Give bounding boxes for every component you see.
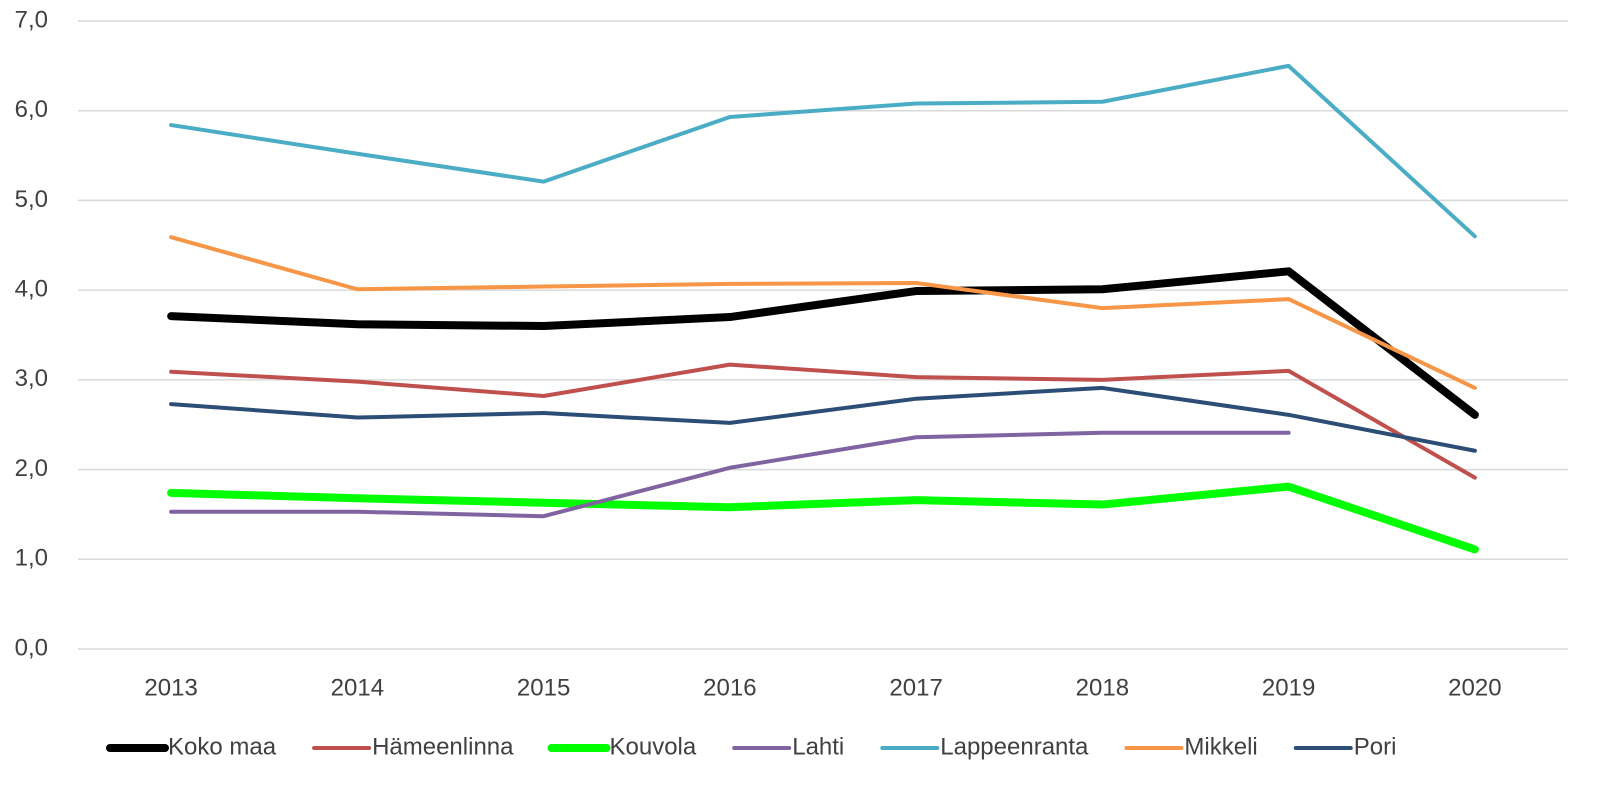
x-tick-label: 2016 xyxy=(703,674,756,701)
series-line xyxy=(167,267,1479,419)
series-line xyxy=(169,385,1477,453)
x-tick-label: 2017 xyxy=(889,674,942,701)
series-line xyxy=(167,482,1479,554)
x-tick-label: 2019 xyxy=(1262,674,1315,701)
legend-label: Lahti xyxy=(792,733,844,760)
legend-label: Hämeenlinna xyxy=(372,733,514,760)
series-line xyxy=(169,235,1477,390)
legend-label: Kouvola xyxy=(609,733,696,760)
y-tick-label: 4,0 xyxy=(15,275,48,302)
legend-label: Mikkeli xyxy=(1184,733,1257,760)
legend-label: Koko maa xyxy=(168,733,277,760)
x-tick-label: 2015 xyxy=(517,674,570,701)
y-tick-label: 6,0 xyxy=(15,96,48,123)
series-line xyxy=(169,430,1291,519)
y-tick-label: 3,0 xyxy=(15,365,48,392)
y-tick-label: 5,0 xyxy=(15,186,48,213)
x-tick-label: 2013 xyxy=(144,674,197,701)
y-tick-label: 7,0 xyxy=(15,6,48,33)
x-tick-label: 2018 xyxy=(1076,674,1129,701)
series-line xyxy=(169,362,1477,480)
x-tick-label: 2014 xyxy=(331,674,384,701)
series-line xyxy=(169,63,1477,239)
y-tick-label: 0,0 xyxy=(15,634,48,661)
x-tick-label: 2020 xyxy=(1448,674,1501,701)
legend-label: Lappeenranta xyxy=(940,733,1089,760)
y-tick-label: 2,0 xyxy=(15,455,48,482)
legend-label: Pori xyxy=(1354,733,1397,760)
y-tick-label: 1,0 xyxy=(15,545,48,572)
